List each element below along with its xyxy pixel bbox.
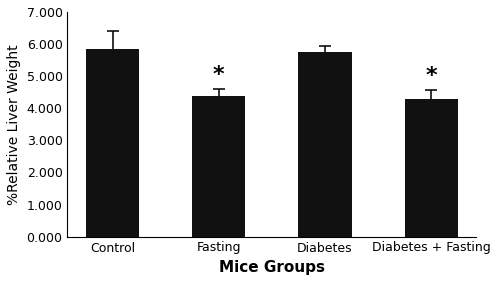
Y-axis label: %Relative Liver Weight: %Relative Liver Weight (7, 44, 21, 205)
X-axis label: Mice Groups: Mice Groups (219, 260, 325, 275)
Bar (192, 96, 246, 237)
Text: *: * (213, 65, 224, 85)
Bar (298, 52, 352, 237)
Bar (404, 99, 458, 237)
Bar (86, 49, 139, 237)
Text: *: * (426, 66, 437, 86)
